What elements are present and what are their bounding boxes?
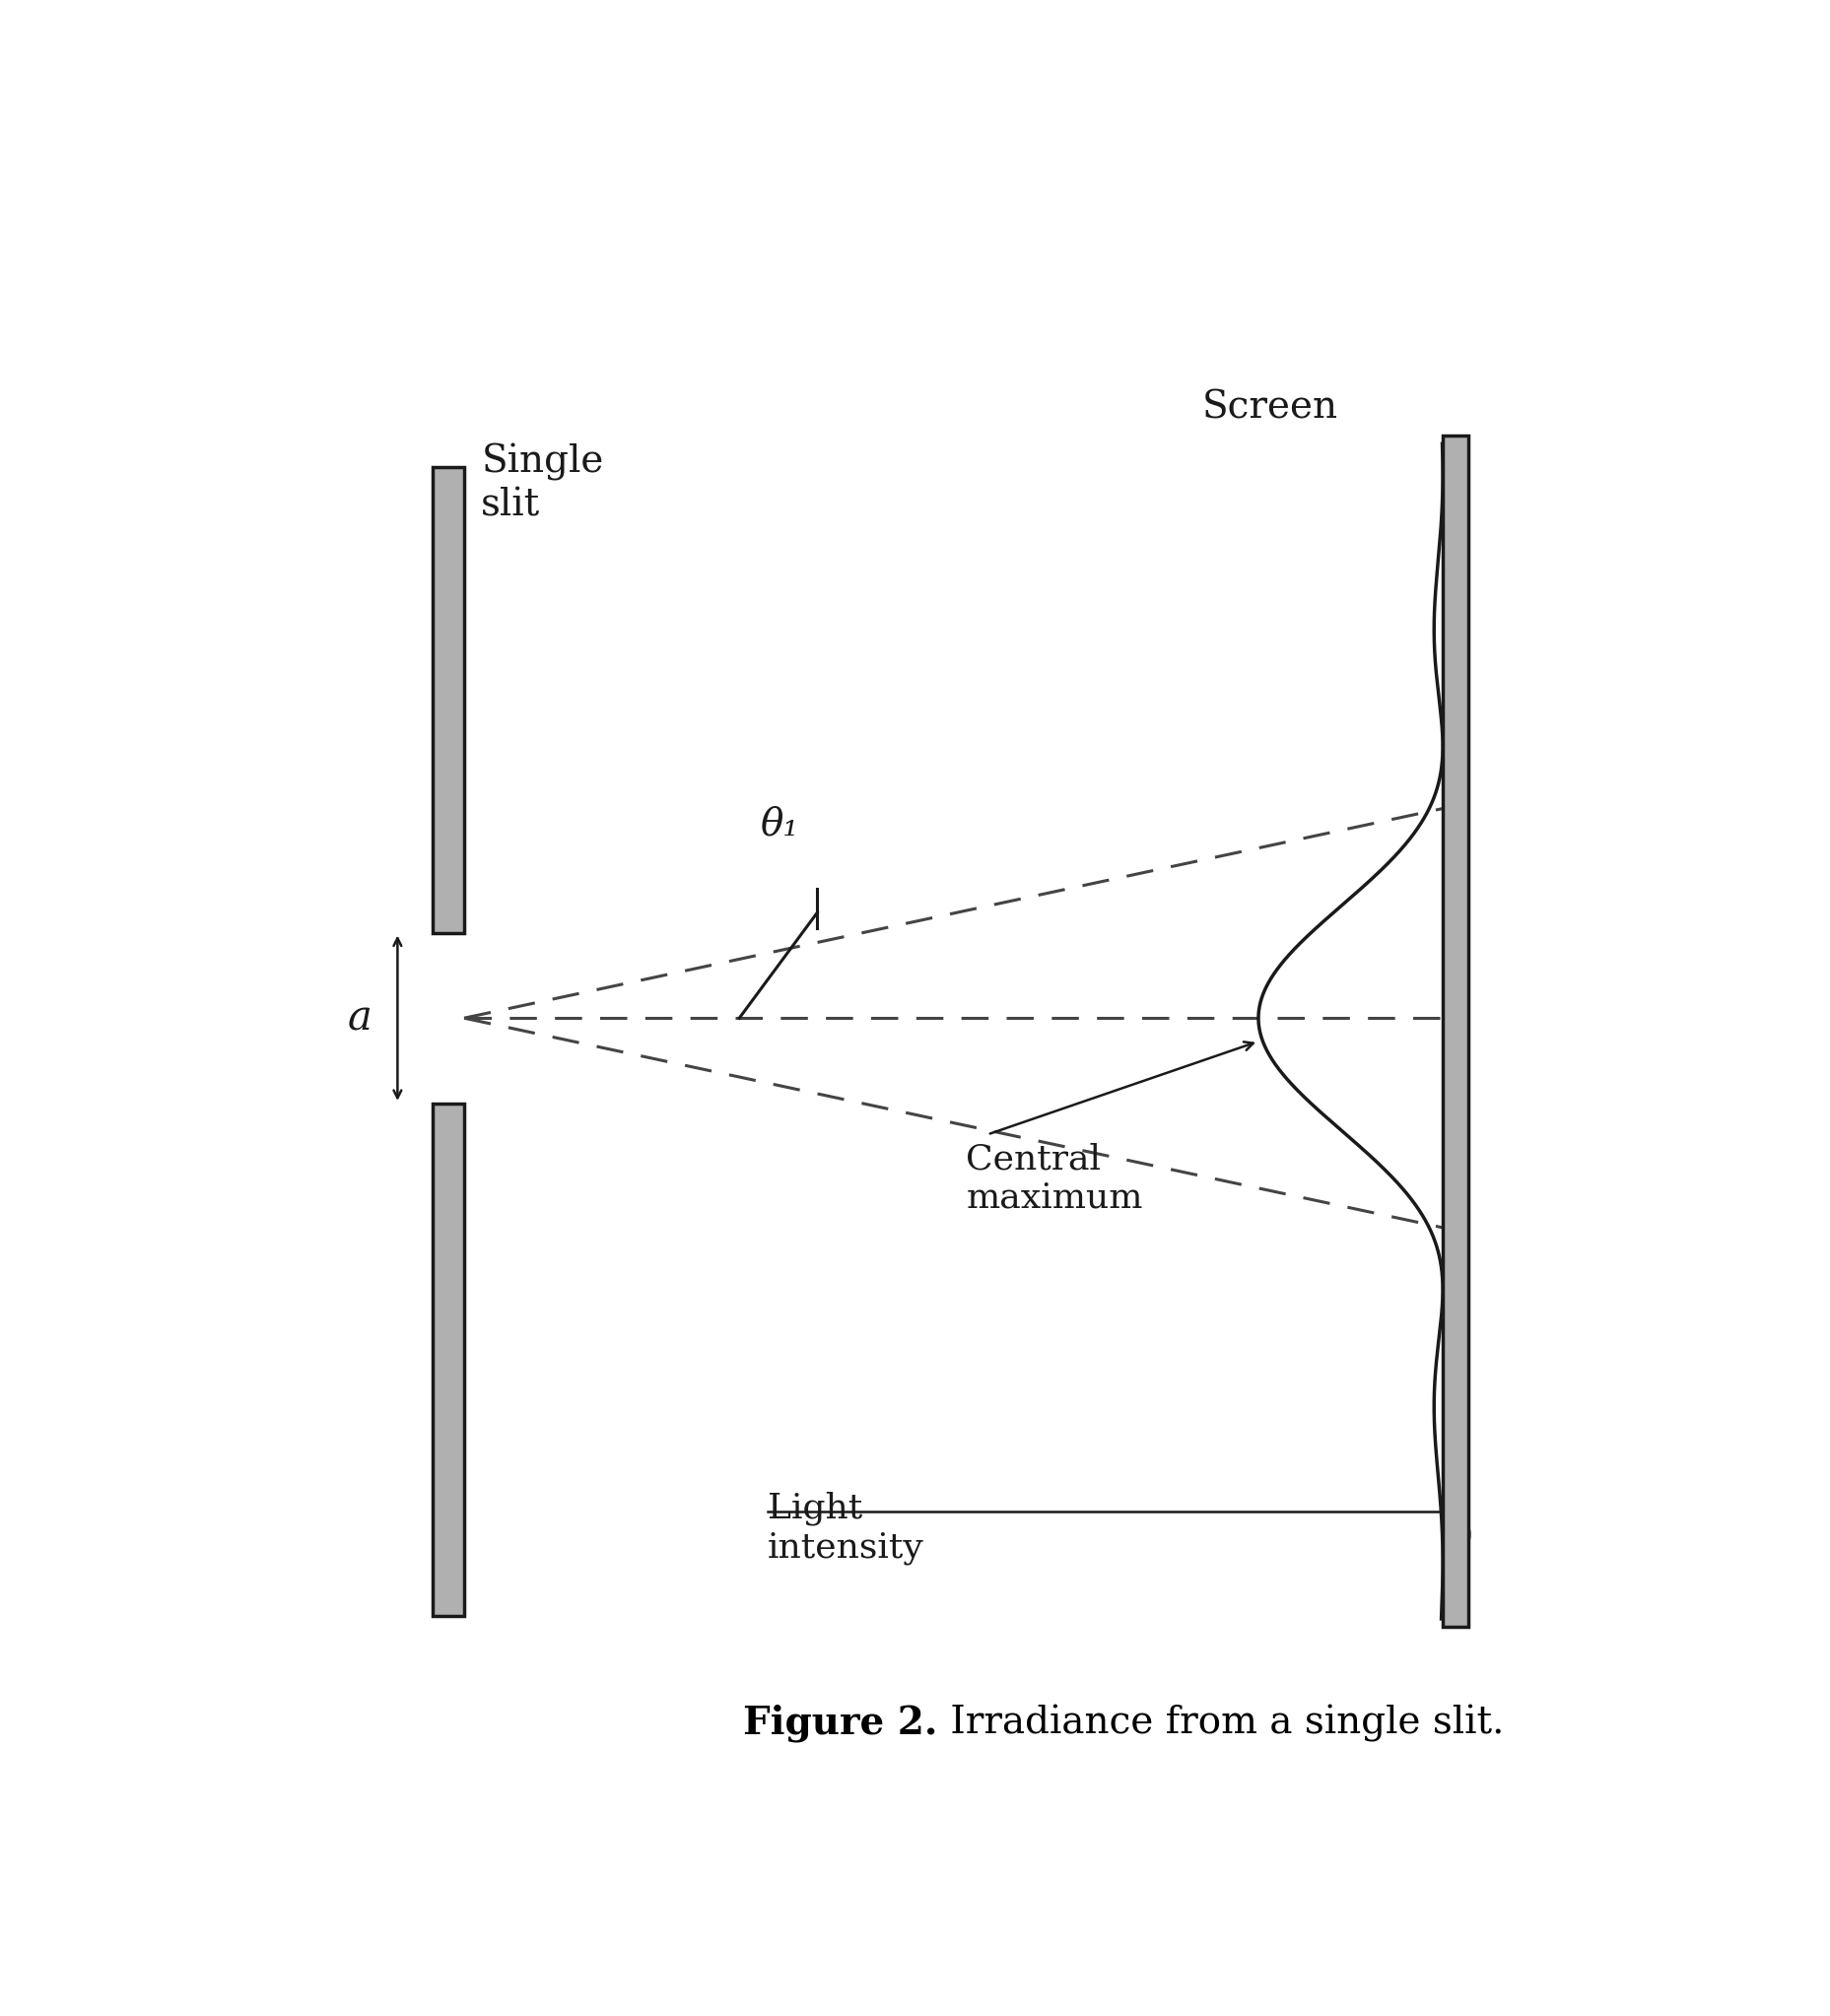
Bar [434,468,465,933]
Text: Figure 2.: Figure 2. [743,1704,937,1742]
Text: θ₁: θ₁ [761,806,800,843]
Text: Irradiance from a single slit.: Irradiance from a single slit. [937,1704,1504,1742]
Text: a: a [348,998,371,1038]
Text: Screen: Screen [1202,389,1338,425]
Text: Central
maximum: Central maximum [966,1143,1144,1214]
Bar [1442,435,1468,1627]
Bar [434,1103,465,1615]
Text: Light
intensity: Light intensity [769,1492,924,1564]
Text: Single
slit: Single slit [481,444,604,524]
Text: 0: 0 [1449,1520,1473,1552]
